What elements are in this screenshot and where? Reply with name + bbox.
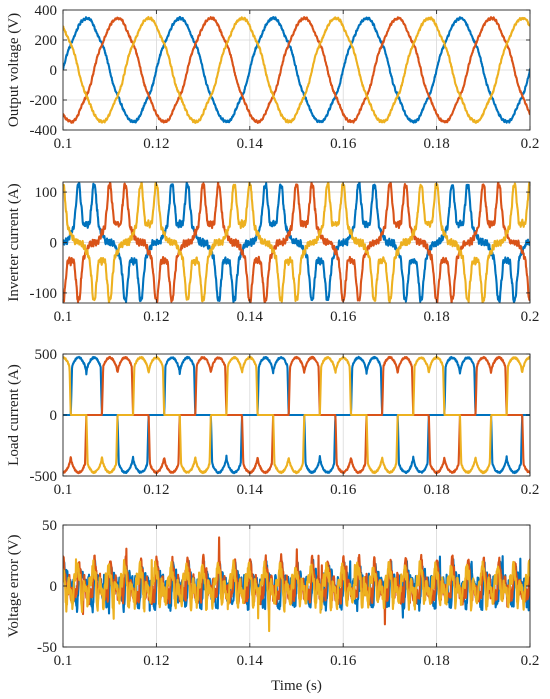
panel-voltage-error: 0.1 0.12 0.14 0.16 0.18 0.2 -50 0 50 Voltage erro… — [6, 518, 539, 694]
x-tick-label: 0.16 — [330, 136, 357, 152]
x-tick-label: 0.18 — [423, 309, 449, 325]
series-line-phase-2 — [63, 16, 530, 124]
ylabel-load-current: Load current (A) — [6, 364, 22, 466]
y-tick-label: 400 — [35, 3, 58, 19]
series-line-phase-3 — [63, 15, 530, 124]
series-line-phase-1 — [63, 15, 530, 124]
x-tick-label: 0.1 — [54, 136, 73, 152]
x-tick-label: 0.2 — [521, 653, 540, 669]
series-line-phase-2 — [63, 355, 530, 475]
panel-output-voltage: 0.1 0.12 0.14 0.16 0.18 0.2 -400 -200 0 200 400 Out… — [6, 3, 539, 152]
x-tick-label: 0.2 — [521, 482, 540, 498]
panel-inverter-current: 0.1 0.12 0.14 0.16 0.18 0.2 -100 0 100 Inverter c… — [6, 181, 540, 325]
x-tick-label: 0.2 — [521, 136, 540, 152]
xlabel-time: Time (s) — [271, 678, 322, 694]
x-tick-label: 0.18 — [423, 653, 449, 669]
x-tick-label: 0.2 — [521, 309, 540, 325]
series-line-phase-3 — [63, 558, 530, 633]
x-tick-label: 0.14 — [237, 136, 264, 152]
y-tick-label: 0 — [50, 408, 58, 424]
panel-load-current: 0.1 0.12 0.14 0.16 0.18 0.2 -500 0 500 Load curre… — [6, 347, 539, 498]
y-tick-label: 200 — [35, 33, 58, 49]
x-tick-label: 0.16 — [330, 482, 357, 498]
x-tick-label: 0.12 — [143, 482, 169, 498]
x-tick-label: 0.1 — [54, 653, 73, 669]
y-tick-label: -400 — [30, 123, 58, 139]
y-tick-label: 0 — [50, 63, 58, 79]
x-tick-label: 0.14 — [237, 482, 264, 498]
series-line-phase-1 — [63, 355, 530, 475]
y-tick-label: 50 — [42, 518, 57, 534]
y-tick-label: 500 — [35, 347, 58, 363]
y-tick-label: -100 — [30, 286, 58, 302]
x-tick-label: 0.12 — [143, 309, 169, 325]
x-tick-label: 0.18 — [423, 136, 449, 152]
ylabel-voltage-error: Voltage error (V) — [6, 534, 22, 637]
x-tick-label: 0.16 — [330, 309, 357, 325]
series-line-phase-3 — [63, 182, 530, 303]
x-tick-label: 0.1 — [54, 482, 73, 498]
y-tick-label: 0 — [50, 236, 58, 252]
x-tick-label: 0.12 — [143, 136, 169, 152]
series-line-phase-1 — [63, 182, 530, 303]
x-tick-label: 0.1 — [54, 309, 73, 325]
ylabel-output-voltage: Output voltage (V) — [6, 13, 22, 127]
y-tick-label: 100 — [35, 185, 58, 201]
ylabel-inverter-current: Inverter current (A) — [6, 183, 22, 301]
y-tick-label: 0 — [50, 579, 58, 595]
y-tick-label: -50 — [37, 640, 57, 656]
y-tick-label: -500 — [30, 469, 58, 485]
x-tick-label: 0.14 — [237, 309, 264, 325]
x-tick-label: 0.12 — [143, 653, 169, 669]
x-tick-label: 0.14 — [237, 653, 264, 669]
series-line-phase-3 — [63, 355, 530, 475]
series-line-phase-2 — [63, 536, 530, 626]
y-tick-label: -200 — [30, 93, 58, 109]
series-line-phase-2 — [63, 182, 530, 303]
x-tick-label: 0.18 — [423, 482, 449, 498]
x-tick-label: 0.16 — [330, 653, 357, 669]
